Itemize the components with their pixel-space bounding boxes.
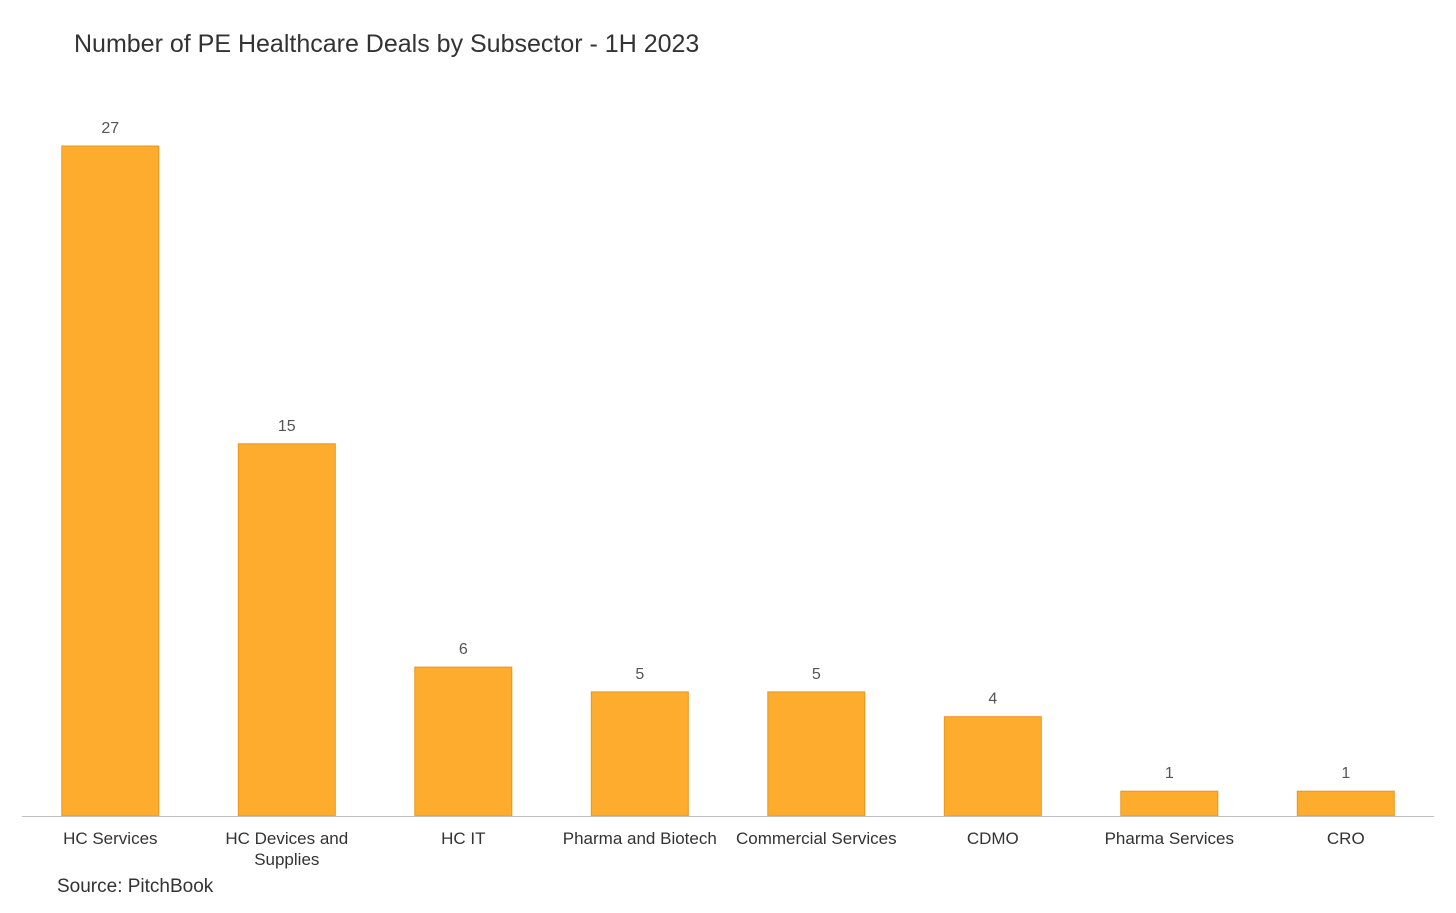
bar xyxy=(414,666,513,817)
value-labels-group: 27 15 6 5 5 4 1 1 xyxy=(101,120,1350,782)
bars-group xyxy=(61,145,1395,817)
source-note: Source: PitchBook xyxy=(57,876,214,897)
bar xyxy=(1120,790,1219,817)
bar xyxy=(61,145,160,817)
bar-value-label: 5 xyxy=(812,666,821,683)
bar-value-label: 6 xyxy=(459,641,468,658)
bar xyxy=(943,716,1042,817)
bar-value-label: 5 xyxy=(635,666,644,683)
x-tick-label: CRO xyxy=(1327,829,1365,848)
x-tick-label: Pharma Services xyxy=(1105,829,1234,848)
bar xyxy=(590,691,689,817)
x-tick-label: Pharma and Biotech xyxy=(563,829,717,848)
bar-value-label: 1 xyxy=(1341,765,1350,782)
x-tick-label: HC IT xyxy=(441,829,485,848)
bar xyxy=(1296,790,1395,817)
bar xyxy=(237,443,336,817)
x-tick-labels-group: HC Services HC Devices and Supplies HC IT Ph… xyxy=(63,829,1365,869)
bar xyxy=(767,691,866,817)
bar-value-label: 15 xyxy=(278,418,296,435)
x-tick-label: CDMO xyxy=(967,829,1019,848)
bar-value-label: 27 xyxy=(101,120,119,137)
bar-value-label: 4 xyxy=(988,691,997,708)
x-tick-label: HC Services xyxy=(63,829,157,848)
chart-title: Number of PE Healthcare Deals by Subsect… xyxy=(74,30,700,58)
x-tick-label: HC Devices and Supplies xyxy=(225,829,348,869)
bar-value-label: 1 xyxy=(1165,765,1174,782)
x-tick-label: Commercial Services xyxy=(736,829,897,848)
